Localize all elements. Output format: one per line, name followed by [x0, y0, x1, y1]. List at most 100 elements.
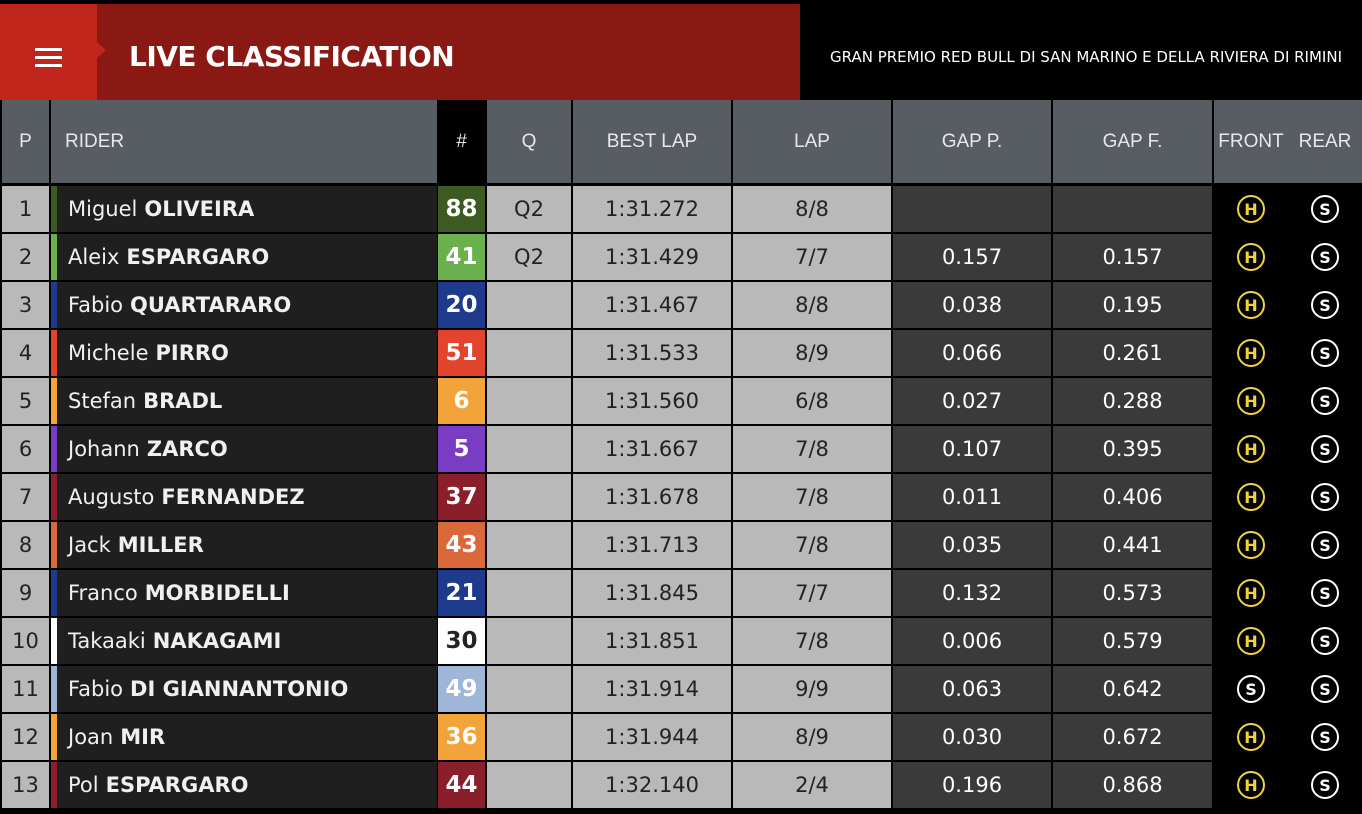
rider-number: 37	[438, 474, 485, 520]
rider-last-name: OLIVEIRA	[144, 197, 255, 221]
gap-first: 0.642	[1053, 666, 1212, 712]
rider-name: Stefan BRADL	[51, 378, 437, 424]
front-tyre-icon: H	[1237, 531, 1265, 559]
front-tyre-icon: H	[1237, 579, 1265, 607]
position: 8	[2, 522, 49, 568]
rear-tyre: S	[1288, 234, 1362, 280]
best-lap: 1:31.851	[573, 618, 731, 664]
rider-first-name: Pol	[68, 773, 99, 797]
rider-name: Fabio QUARTARARO	[51, 282, 437, 328]
col-header-front: FRONT	[1214, 100, 1288, 183]
col-header-rider: RIDER	[51, 100, 437, 183]
table-row[interactable]: 11 Fabio DI GIANNANTONIO 49 1:31.914 9/9 0.063…	[0, 665, 1362, 713]
gap-previous: 0.027	[893, 378, 1051, 424]
rear-tyre-icon: S	[1311, 723, 1339, 751]
rider-last-name: MILLER	[117, 533, 204, 557]
position: 4	[2, 330, 49, 376]
rider-number: 44	[438, 762, 485, 808]
table-row[interactable]: 10 Takaaki NAKAGAMI 30 1:31.851 7/8 0.006 0.579…	[0, 617, 1362, 665]
gap-first	[1053, 186, 1212, 232]
gap-previous: 0.107	[893, 426, 1051, 472]
rear-tyre-icon: S	[1311, 339, 1339, 367]
rider-first-name: Stefan	[68, 389, 137, 413]
team-color-bar	[51, 666, 57, 712]
team-color-bar	[51, 522, 57, 568]
front-tyre-icon: H	[1237, 723, 1265, 751]
qualifying-session	[487, 426, 571, 472]
front-tyre-icon: H	[1237, 483, 1265, 511]
front-tyre-icon: H	[1237, 195, 1265, 223]
table-row[interactable]: 3 Fabio QUARTARARO 20 1:31.467 8/8 0.038 0.195 H…	[0, 281, 1362, 329]
table-row[interactable]: 12 Joan MIR 36 1:31.944 8/9 0.030 0.672 H S	[0, 713, 1362, 761]
rear-tyre: S	[1288, 186, 1362, 232]
table-row[interactable]: 8 Jack MILLER 43 1:31.713 7/8 0.035 0.441 H S	[0, 521, 1362, 569]
gap-previous: 0.066	[893, 330, 1051, 376]
front-tyre-icon: H	[1237, 291, 1265, 319]
table-row[interactable]: 4 Michele PIRRO 51 1:31.533 8/9 0.066 0.261 H S	[0, 329, 1362, 377]
lap-count: 7/7	[733, 234, 891, 280]
rider-first-name: Joan	[68, 725, 114, 749]
rear-tyre: S	[1288, 762, 1362, 808]
table-row[interactable]: 13 Pol ESPARGARO 44 1:32.140 2/4 0.196 0.868 H S	[0, 761, 1362, 809]
rider-name: Takaaki NAKAGAMI	[51, 618, 437, 664]
hamburger-icon	[35, 48, 62, 72]
header: LIVE CLASSIFICATION GRAN PREMIO RED BULL…	[0, 0, 1362, 100]
rider-name: Aleix ESPARGARO	[51, 234, 437, 280]
best-lap: 1:31.678	[573, 474, 731, 520]
rider-number: 51	[438, 330, 485, 376]
front-tyre: H	[1214, 186, 1288, 232]
rear-tyre: S	[1288, 474, 1362, 520]
col-header-q: Q	[487, 100, 571, 183]
rider-name: Pol ESPARGARO	[51, 762, 437, 808]
col-header-gap-p: GAP P.	[893, 100, 1051, 183]
rider-first-name: Jack	[68, 533, 111, 557]
rider-first-name: Johann	[68, 437, 140, 461]
rider-name: Johann ZARCO	[51, 426, 437, 472]
col-header-lap: LAP	[733, 100, 891, 183]
rear-tyre-icon: S	[1311, 435, 1339, 463]
gap-first: 0.441	[1053, 522, 1212, 568]
rear-tyre-icon: S	[1311, 291, 1339, 319]
rider-number: 41	[438, 234, 485, 280]
qualifying-session	[487, 714, 571, 760]
rider-number: 5	[438, 426, 485, 472]
col-header-gap-f: GAP F.	[1053, 100, 1212, 183]
table-body: 1 Miguel OLIVEIRA 88 Q2 1:31.272 8/8 H S 2 Aleix ES…	[0, 185, 1362, 809]
rear-tyre-icon: S	[1311, 195, 1339, 223]
rider-first-name: Fabio	[68, 293, 124, 317]
lap-count: 9/9	[733, 666, 891, 712]
best-lap: 1:32.140	[573, 762, 731, 808]
lap-count: 7/8	[733, 522, 891, 568]
rider-first-name: Takaaki	[68, 629, 146, 653]
table-row[interactable]: 5 Stefan BRADL 6 1:31.560 6/8 0.027 0.288 H S	[0, 377, 1362, 425]
team-color-bar	[51, 234, 57, 280]
position: 9	[2, 570, 49, 616]
qualifying-session	[487, 282, 571, 328]
table-row[interactable]: 2 Aleix ESPARGARO 41 Q2 1:31.429 7/7 0.157 0.157…	[0, 233, 1362, 281]
gap-first: 0.195	[1053, 282, 1212, 328]
qualifying-session	[487, 762, 571, 808]
table-row[interactable]: 1 Miguel OLIVEIRA 88 Q2 1:31.272 8/8 H S	[0, 185, 1362, 233]
best-lap: 1:31.429	[573, 234, 731, 280]
rear-tyre: S	[1288, 666, 1362, 712]
qualifying-session	[487, 474, 571, 520]
front-tyre: H	[1214, 714, 1288, 760]
rear-tyre-icon: S	[1311, 387, 1339, 415]
gap-previous: 0.011	[893, 474, 1051, 520]
team-color-bar	[51, 282, 57, 328]
front-tyre: S	[1214, 666, 1288, 712]
table-row[interactable]: 6 Johann ZARCO 5 1:31.667 7/8 0.107 0.395 H S	[0, 425, 1362, 473]
menu-button[interactable]	[0, 4, 97, 100]
gap-previous: 0.132	[893, 570, 1051, 616]
table-row[interactable]: 7 Augusto FERNANDEZ 37 1:31.678 7/8 0.011 0.406…	[0, 473, 1362, 521]
qualifying-session: Q2	[487, 186, 571, 232]
table-row[interactable]: 9 Franco MORBIDELLI 21 1:31.845 7/7 0.132 0.573…	[0, 569, 1362, 617]
rider-last-name: PIRRO	[155, 341, 229, 365]
qualifying-session	[487, 618, 571, 664]
front-tyre: H	[1214, 426, 1288, 472]
position: 13	[2, 762, 49, 808]
event-name-area: GRAN PREMIO RED BULL DI SAN MARINO E DEL…	[800, 4, 1362, 100]
qualifying-session	[487, 330, 571, 376]
gap-previous: 0.063	[893, 666, 1051, 712]
